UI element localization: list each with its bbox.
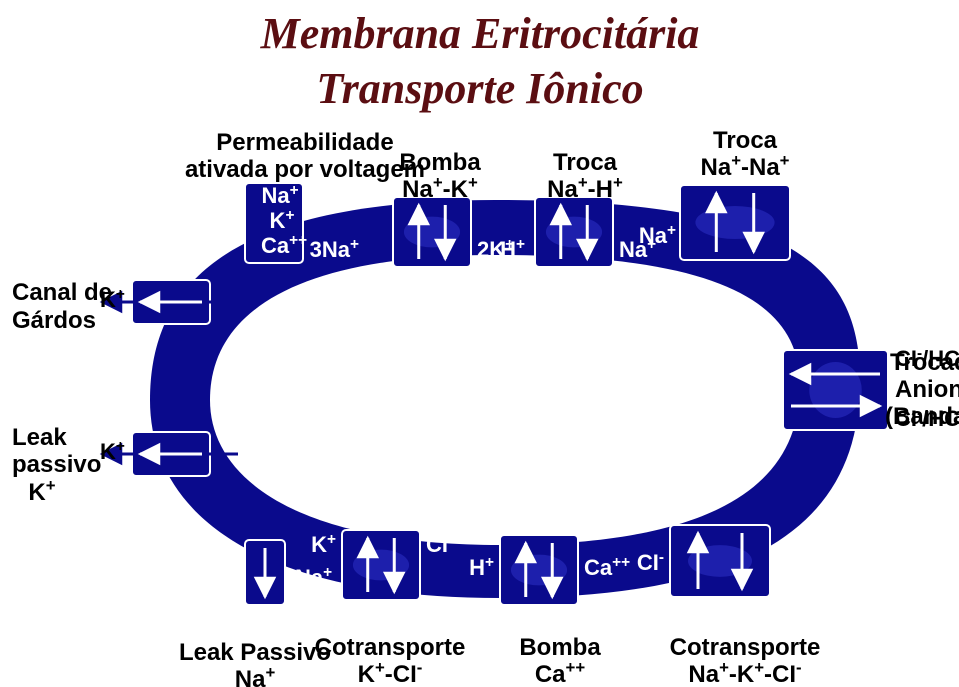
diagram-canvas: Membrana Eritrocitária Transporte Iônico K…	[0, 0, 959, 687]
label: passivo	[12, 451, 101, 478]
label: Canal de	[12, 279, 112, 306]
ion-text: K+-CI-	[358, 658, 423, 687]
label: Trocador	[890, 349, 959, 376]
label: Permeabilidade	[216, 129, 393, 156]
title-line: Transporte Iônico	[316, 64, 643, 113]
label: Anions 1	[895, 376, 959, 403]
title-line: Membrana Eritrocitária	[260, 9, 700, 58]
ion-text: Na+-Na+	[701, 151, 790, 182]
label: Gárdos	[12, 307, 96, 334]
label: Cotransporte	[315, 634, 466, 661]
ion-text: Na+-K+-CI-	[688, 658, 801, 687]
label: Bomba	[519, 634, 601, 661]
label: Leak	[12, 424, 67, 451]
label: (Banda 3)	[885, 403, 959, 430]
label: ativada por voltagem	[185, 156, 425, 183]
label: Leak Passivo	[179, 639, 331, 666]
label: Troca	[713, 127, 778, 154]
